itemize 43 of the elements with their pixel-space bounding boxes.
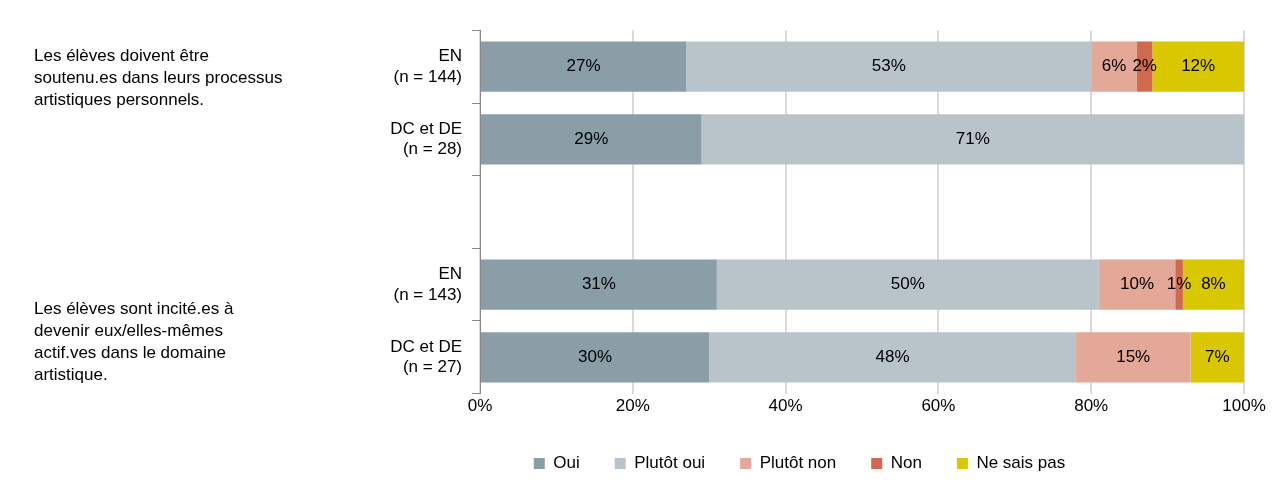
bar	[686, 41, 1092, 92]
bar	[481, 41, 687, 92]
x-tick-label: 0%	[467, 396, 493, 416]
data-label: 2%	[1132, 56, 1157, 76]
data-label: 6%	[1101, 56, 1127, 76]
data-label: 27%	[566, 56, 601, 76]
data-label: 31%	[581, 274, 616, 294]
data-label: 50%	[890, 274, 925, 294]
y-tick-label: DC et DE (n = 27)	[390, 336, 462, 377]
legend-label: Non	[890, 453, 922, 473]
bar	[701, 114, 1244, 165]
data-label: 12%	[1181, 56, 1216, 76]
bar	[481, 114, 702, 165]
x-tick-label: 60%	[921, 396, 956, 416]
data-label: 30%	[578, 346, 613, 366]
legend-label: Plutôt oui	[634, 453, 706, 473]
bar	[1075, 332, 1191, 383]
bar	[481, 332, 710, 383]
data-label: 29%	[574, 129, 609, 149]
data-label: 53%	[871, 56, 906, 76]
x-tick-label: 80%	[1074, 396, 1109, 416]
text: Les élèves sont incité.es à devenir eux/elles-mêmes actif.ves dans le domaine artistique.	[34, 298, 235, 386]
data-label: 8%	[1201, 274, 1226, 294]
text: Les élèves doivent être soutenu.es dans leurs processus artistiques personnels.	[34, 45, 284, 111]
bar	[716, 259, 1099, 310]
legend-label: Plutôt non	[759, 453, 837, 473]
bar	[481, 259, 717, 310]
x-tick-label: 20%	[615, 396, 650, 416]
data-label: 7%	[1204, 346, 1230, 366]
bar	[709, 332, 1076, 383]
y-tick-label: DC et DE (n = 28)	[390, 118, 462, 159]
data-label: 10%	[1120, 274, 1155, 294]
legend-label: Oui	[553, 453, 580, 473]
y-tick-label: EN (n = 143)	[393, 264, 462, 304]
legend-label: Ne sais pas	[976, 453, 1066, 473]
data-label: 71%	[955, 129, 990, 149]
data-label: 48%	[875, 346, 910, 366]
y-tick-label: EN (n = 144)	[393, 46, 462, 86]
bar	[1190, 332, 1244, 383]
data-label: 15%	[1116, 346, 1151, 366]
x-tick-label: 100%	[1222, 396, 1266, 416]
data-label: 1%	[1166, 274, 1192, 294]
x-tick-label: 40%	[768, 396, 803, 416]
